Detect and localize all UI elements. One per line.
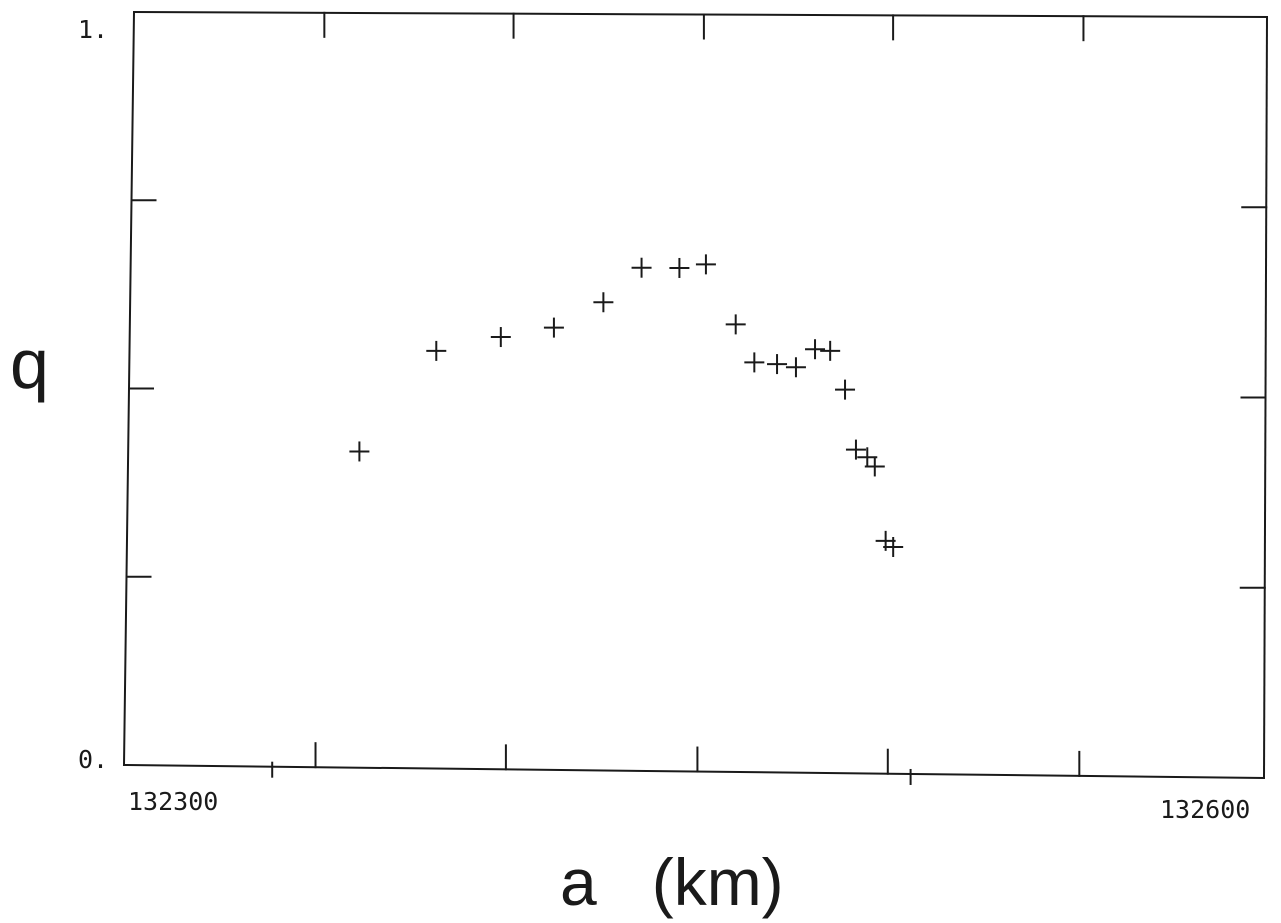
- data-point-20: [883, 536, 904, 557]
- axis-ticks: [125, 11, 1268, 785]
- data-point-12: [785, 357, 806, 378]
- data-point-7: [669, 257, 690, 278]
- data-point-13: [805, 339, 826, 360]
- x-tick-label-left: 132300: [128, 787, 218, 816]
- data-point-9: [725, 314, 746, 335]
- y-axis-title: q: [10, 325, 49, 403]
- data-point-11: [767, 354, 788, 375]
- data-point-17: [857, 447, 878, 468]
- data-point-3: [490, 327, 511, 348]
- data-point-2: [426, 340, 447, 361]
- data-point-15: [835, 379, 856, 400]
- frame-top: [132, 10, 1269, 19]
- data-point-10: [744, 352, 765, 373]
- data-point-18: [864, 456, 885, 477]
- plot-frame: [122, 10, 1269, 780]
- data-point-4: [543, 317, 564, 338]
- data-point-5: [593, 292, 614, 313]
- data-point-6: [631, 257, 652, 278]
- y-tick-label-bottom: 0.: [78, 745, 108, 774]
- data-point-14: [820, 340, 841, 361]
- data-point-8: [695, 254, 716, 275]
- data-point-16: [845, 439, 866, 460]
- data-points: [349, 254, 904, 557]
- x-axis-title: a (km): [560, 845, 784, 919]
- y-tick-label-top: 1.: [78, 15, 108, 44]
- x-tick-label-right: 132600: [1160, 795, 1250, 824]
- data-point-1: [349, 441, 370, 462]
- frame-bottom: [122, 763, 1266, 780]
